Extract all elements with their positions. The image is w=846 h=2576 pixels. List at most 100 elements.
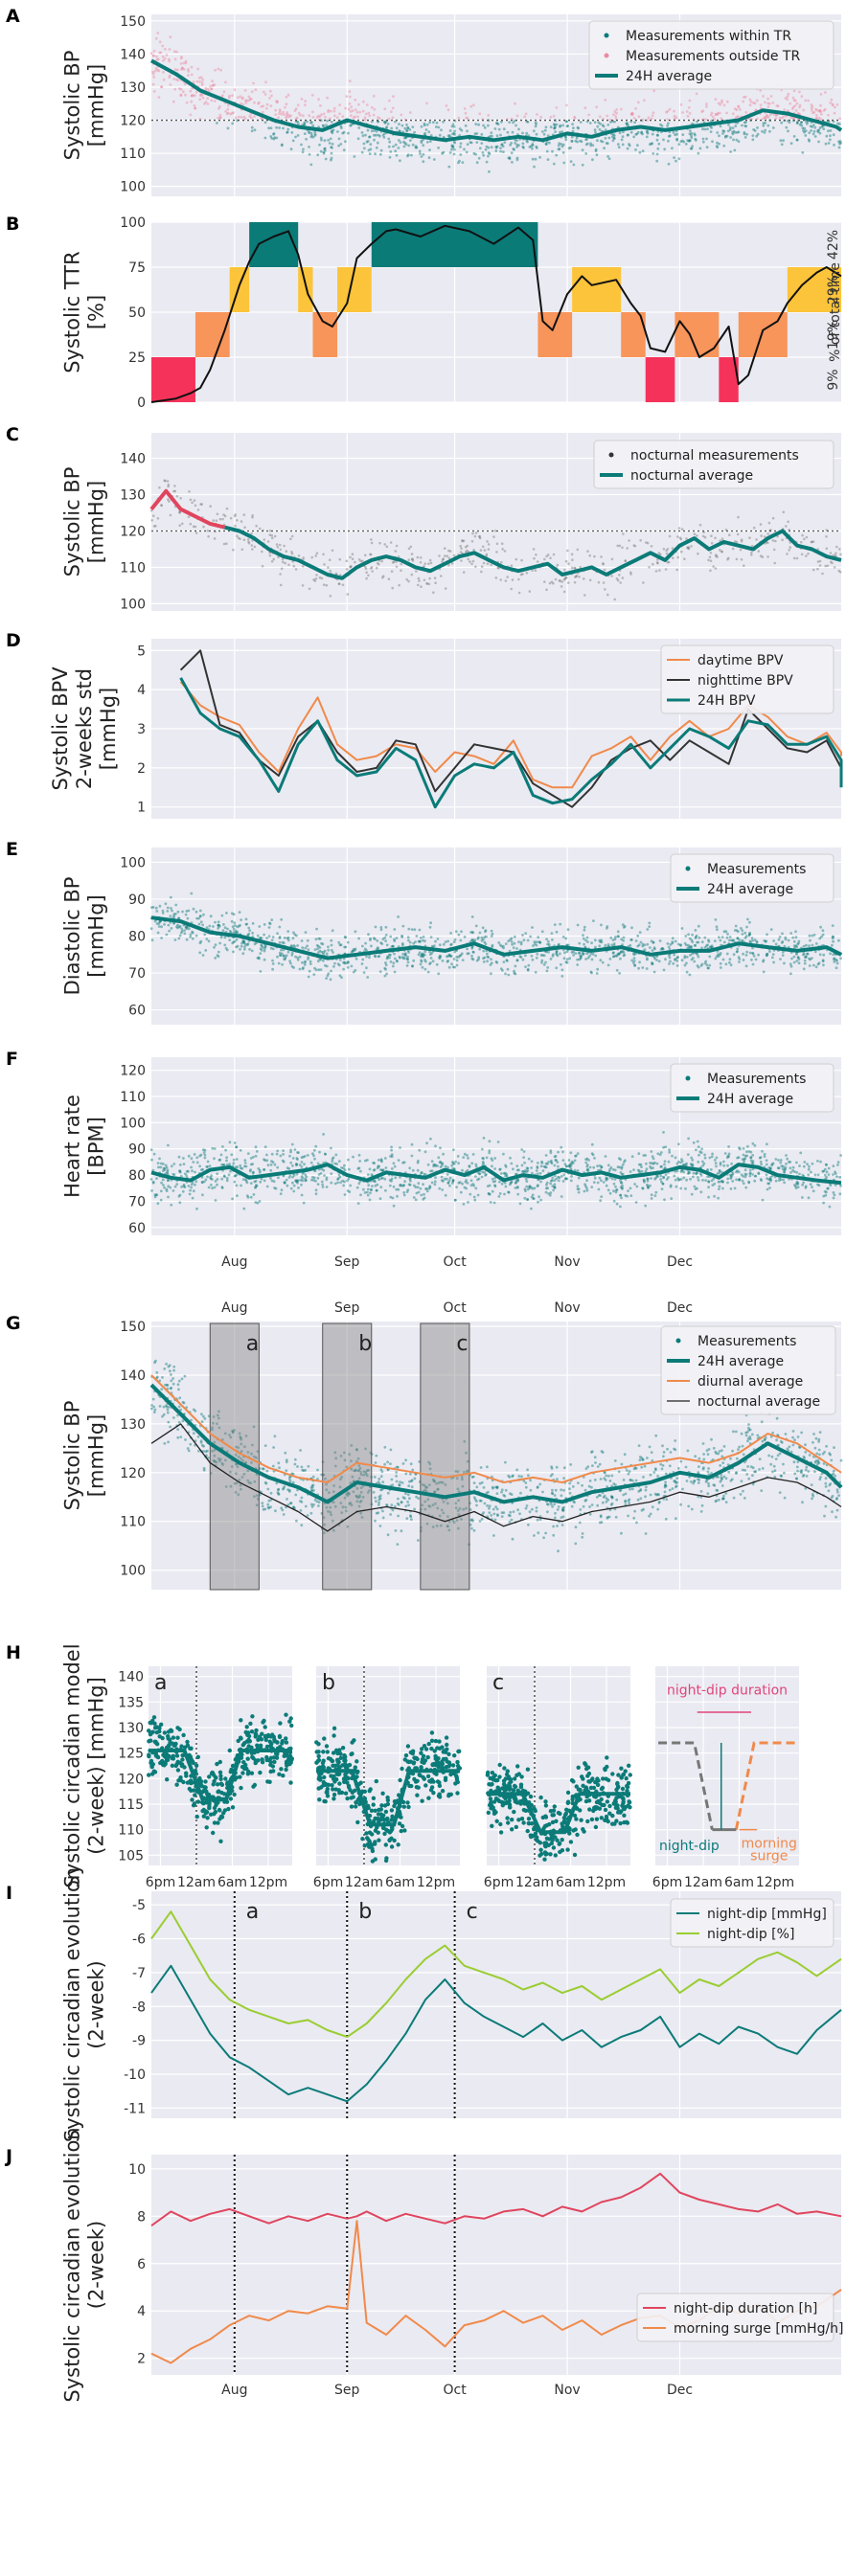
data-point <box>800 553 804 556</box>
data-point <box>187 1169 190 1173</box>
data-point <box>181 522 184 526</box>
data-point <box>474 123 478 126</box>
data-point <box>428 558 432 562</box>
data-point <box>725 100 729 103</box>
data-point <box>389 960 393 963</box>
data-point <box>213 100 217 102</box>
data-point <box>469 1184 473 1187</box>
data-point <box>438 1186 442 1190</box>
data-point <box>708 555 712 559</box>
data-point <box>730 1173 734 1177</box>
data-point <box>218 941 222 945</box>
data-point <box>464 124 468 127</box>
data-point <box>309 135 313 139</box>
data-point <box>324 1152 327 1156</box>
data-point <box>216 512 219 516</box>
data-point <box>263 923 266 926</box>
data-point <box>826 564 830 568</box>
data-point <box>598 115 602 119</box>
data-point <box>660 124 664 127</box>
data-point <box>525 572 529 575</box>
data-point <box>614 936 617 938</box>
data-point <box>727 124 730 126</box>
data-point <box>782 510 786 514</box>
data-point <box>377 120 379 124</box>
data-point <box>254 88 258 92</box>
data-point <box>197 922 201 926</box>
right-tick-label: 19% <box>826 320 841 350</box>
data-point <box>194 1180 198 1184</box>
data-point <box>243 99 247 102</box>
data-point <box>193 499 196 502</box>
data-point <box>411 557 414 560</box>
data-point <box>565 124 569 128</box>
data-point <box>355 110 359 114</box>
data-point <box>271 936 275 938</box>
data-point <box>342 1184 345 1187</box>
data-point <box>819 118 823 121</box>
data-point <box>262 104 265 108</box>
data-point <box>748 920 751 924</box>
data-point <box>478 931 482 935</box>
data-point <box>820 125 824 128</box>
data-point <box>447 165 451 169</box>
data-point <box>425 1189 429 1193</box>
data-point <box>721 129 725 133</box>
data-point <box>652 956 656 959</box>
data-point <box>649 1162 652 1164</box>
data-point <box>791 96 795 100</box>
data-point <box>330 1146 332 1150</box>
data-point <box>287 563 290 567</box>
data-point <box>703 535 707 539</box>
data-point <box>368 114 372 118</box>
data-point <box>168 74 171 78</box>
data-point <box>604 99 607 102</box>
data-point <box>460 128 464 132</box>
data-point <box>223 514 227 518</box>
data-point <box>509 938 512 941</box>
data-point <box>604 128 607 132</box>
data-point <box>289 961 292 965</box>
data-point <box>190 73 194 77</box>
data-point <box>323 147 327 150</box>
data-point <box>374 925 377 929</box>
data-point <box>732 129 736 133</box>
data-point <box>751 138 755 142</box>
data-point <box>614 115 617 118</box>
data-point <box>390 1145 393 1149</box>
data-point <box>394 550 398 553</box>
data-point <box>178 524 181 527</box>
data-point <box>514 102 516 105</box>
data-point <box>781 932 784 936</box>
data-point <box>530 1160 534 1164</box>
data-point <box>424 128 428 131</box>
data-point <box>480 133 484 136</box>
data-point <box>607 136 611 140</box>
data-point <box>771 953 775 956</box>
data-point <box>618 544 622 548</box>
data-point <box>574 567 577 570</box>
data-point <box>773 561 776 565</box>
data-point <box>646 942 650 946</box>
data-point <box>634 1201 638 1204</box>
data-point <box>707 1195 710 1199</box>
data-point <box>227 1173 231 1177</box>
data-point <box>795 556 799 560</box>
data-point <box>836 1161 840 1164</box>
data-point <box>705 146 709 149</box>
data-point <box>669 1185 673 1188</box>
data-point <box>285 116 287 120</box>
data-point <box>785 1163 788 1165</box>
data-point <box>313 132 317 136</box>
data-point <box>799 1151 803 1155</box>
data-point <box>384 934 388 937</box>
data-point <box>835 966 838 970</box>
data-point <box>753 1179 757 1183</box>
data-point <box>567 147 571 150</box>
data-point <box>725 134 729 138</box>
data-point <box>248 948 251 951</box>
data-point <box>601 140 605 144</box>
data-point <box>671 556 675 559</box>
data-point <box>255 1150 259 1153</box>
data-point <box>446 939 449 943</box>
